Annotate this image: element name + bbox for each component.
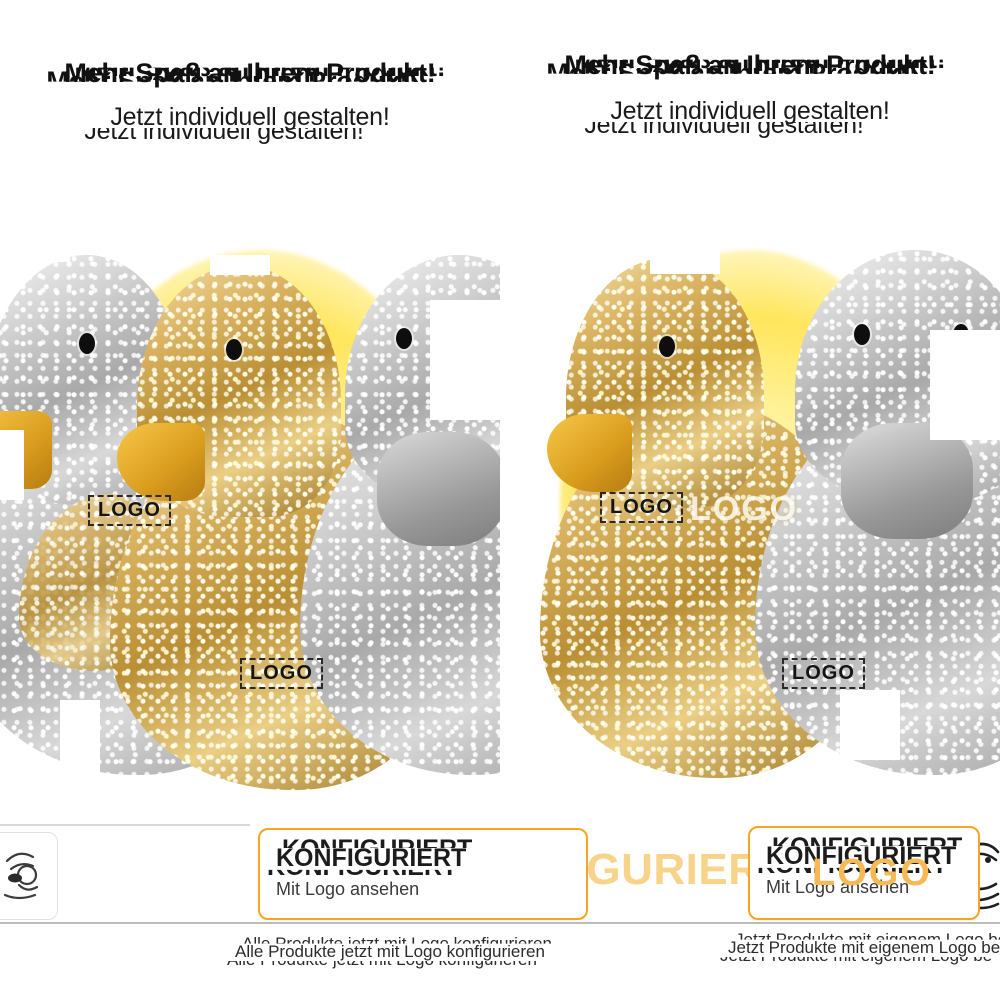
logo-placeholder-badge[interactable]: LOGO	[600, 492, 683, 523]
card-caption-right: Jetzt Produkte mit eigenem Logo bestelle…	[720, 930, 1000, 965]
duck-eye-left	[396, 327, 412, 349]
logo-placeholder-label: LOGO	[610, 496, 673, 518]
duck-beak	[840, 423, 973, 539]
logo-placeholder-badge[interactable]: LOGO	[782, 658, 865, 689]
logo-placeholder-label: LOGO	[792, 662, 855, 684]
logo-placeholder-label: LOGO	[250, 662, 313, 684]
card-subtitle: Mit Logo ansehen	[276, 879, 420, 899]
duck-eye	[225, 338, 242, 360]
glitch-tear	[500, 250, 540, 290]
mascot-icon	[3, 852, 39, 900]
duck-beak	[116, 422, 206, 502]
logo-placeholder-badge[interactable]: LOGO	[240, 658, 323, 689]
headline-subtitle: Jetzt individuell gestalten!	[610, 97, 890, 125]
duck-beak	[376, 431, 500, 547]
card-caption-text: Alle Produkte jetzt mit Logo konfigurier…	[235, 942, 545, 961]
card-title: KONFIGURIERT	[276, 844, 467, 872]
logo-placeholder-label: LOGO	[98, 499, 161, 521]
card-subtitle: Mit Logo ansehen	[766, 877, 910, 897]
duck-silver-center	[300, 255, 500, 775]
configurator-card-left[interactable]: KONFIGURIERT Mit Logo ansehen KONFIGURIE…	[258, 828, 588, 920]
divider	[0, 922, 1000, 924]
card-caption-text: Jetzt Produkte mit eigenem Logo bestelle…	[728, 938, 1000, 957]
logo-placeholder-badge[interactable]: LOGO	[88, 495, 171, 526]
headline-left: Mehr Spaß an Ihrem Produkt! Mehr Spaß an…	[0, 58, 500, 145]
logo-watermark: LOGO	[812, 852, 932, 894]
divider	[0, 824, 250, 826]
duck-eye-right	[953, 323, 969, 345]
card-caption-left: Alle Produkte jetzt mit Logo konfigurier…	[227, 934, 552, 969]
card-title: KONFIGURIERT	[766, 842, 957, 870]
duck-eye	[78, 333, 95, 354]
headline-title: Mehr Spaß an Ihrem Produkt!	[564, 50, 936, 80]
headline-right: Mehr Spaß an Ihrem Produkt! Mehr Spaß an…	[500, 50, 1000, 139]
duck-eye	[658, 336, 675, 357]
duck-beak	[546, 414, 633, 492]
duck-eye-left	[854, 323, 870, 345]
duck-eye-right	[485, 327, 500, 349]
headline-title: Mehr Spaß an Ihrem Produkt!	[64, 58, 436, 88]
logo-watermark: LOGO	[690, 490, 799, 528]
headline-subtitle: Jetzt individuell gestalten!	[110, 103, 390, 131]
duck-beak	[0, 411, 53, 489]
product-panel-left: Mehr Spaß an Ihrem Produkt! Mehr Spaß an…	[0, 58, 500, 790]
side-card-left[interactable]	[0, 832, 58, 920]
